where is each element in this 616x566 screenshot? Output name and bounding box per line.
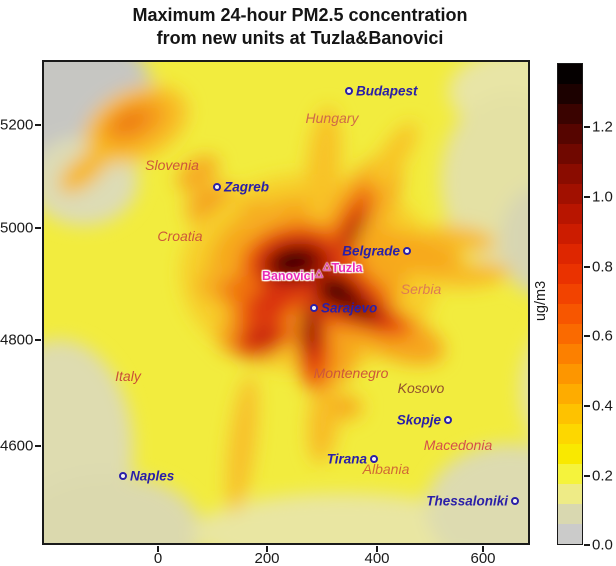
city-marker-thessaloniki: [511, 497, 519, 505]
city-marker-belgrade: [403, 247, 411, 255]
colorbar-tick-label: 0.8: [592, 258, 613, 276]
city-label-belgrade: Belgrade: [342, 243, 400, 259]
colorbar-tick-label: 0.2: [592, 467, 613, 485]
x-axis-tick: [482, 546, 484, 552]
plant-triangle-marker: △: [315, 267, 323, 279]
city-label-zagreb: Zagreb: [224, 179, 270, 195]
city-label-tirana: Tirana: [326, 451, 367, 467]
country-label-italy: Italy: [115, 368, 141, 384]
country-label-croatia: Croatia: [157, 228, 203, 244]
colorbar-tick: [584, 266, 590, 268]
y-axis-tick-label: 4800: [0, 331, 34, 349]
colorbar-tick-label: 1.2: [592, 118, 613, 136]
y-axis-tick-label: 4600: [0, 437, 34, 455]
city-marker-skopje: [444, 416, 452, 424]
x-axis-tick-label: 400: [364, 550, 390, 566]
chart-title: Maximum 24-hour PM2.5 concentration from…: [0, 4, 600, 50]
colorbar-tick: [584, 544, 590, 546]
colorbar-tick-label: 0.0: [592, 536, 613, 554]
country-label-serbia: Serbia: [400, 281, 442, 297]
y-axis-tick-label: 5000: [0, 219, 34, 237]
colorbar-tick: [584, 475, 590, 477]
x-axis-tick-label: 200: [254, 550, 280, 566]
colorbar: [557, 63, 583, 545]
colorbar-tick: [584, 405, 590, 407]
city-marker-zagreb: [213, 183, 221, 191]
plant-label-banovici: Banovici: [261, 269, 315, 283]
y-axis-tick: [35, 445, 41, 447]
x-axis-tick: [376, 546, 378, 552]
city-label-budapest: Budapest: [356, 83, 418, 99]
x-axis-tick: [157, 546, 159, 552]
colorbar-tick: [584, 126, 590, 128]
colorbar-tick: [584, 196, 590, 198]
chart-title-line2: from new units at Tuzla&Banovici: [156, 28, 444, 48]
heatmap-field: [44, 62, 528, 543]
colorbar-unit-label: ug/m3: [533, 280, 549, 322]
city-label-skopje: Skopje: [396, 412, 441, 428]
x-axis-tick-label: 0: [153, 550, 163, 566]
y-axis-tick-label: 5200: [0, 116, 34, 134]
y-axis-tick: [35, 339, 41, 341]
city-marker-sarajevo: [310, 304, 318, 312]
x-axis-tick-label: 600: [470, 550, 496, 566]
colorbar-tick-label: 0.4: [592, 397, 613, 415]
colorbar-tick: [584, 335, 590, 337]
y-axis-tick: [35, 124, 41, 126]
chart-title-line1: Maximum 24-hour PM2.5 concentration: [132, 5, 468, 25]
country-label-montenegro: Montenegro: [313, 365, 389, 381]
plant-label-tuzla: Tuzla: [331, 261, 363, 275]
plant-triangle-marker: △: [323, 260, 331, 272]
country-label-hungary: Hungary: [305, 110, 359, 126]
country-label-macedonia: Macedonia: [423, 437, 493, 453]
map-plot-area: [42, 60, 530, 545]
country-label-albania: Albania: [362, 461, 410, 477]
colorbar-tick-label: 0.6: [592, 327, 613, 345]
city-marker-budapest: [345, 87, 353, 95]
city-marker-tirana: [370, 455, 378, 463]
x-axis-tick: [266, 546, 268, 552]
city-label-naples: Naples: [130, 468, 175, 484]
y-axis-tick: [35, 227, 41, 229]
country-label-slovenia: Slovenia: [145, 157, 199, 173]
country-label-kosovo: Kosovo: [397, 380, 445, 396]
city-label-thessaloniki: Thessaloniki: [426, 493, 508, 509]
colorbar-tick-label: 1.0: [592, 188, 613, 206]
city-label-sarajevo: Sarajevo: [321, 300, 378, 316]
city-marker-naples: [119, 472, 127, 480]
